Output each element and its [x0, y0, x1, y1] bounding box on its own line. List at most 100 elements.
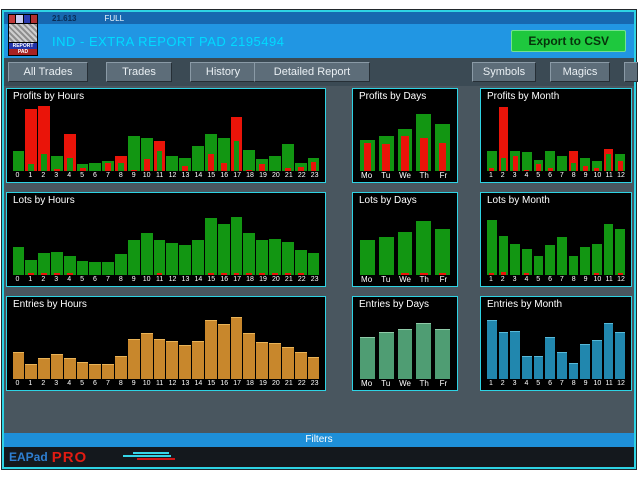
x-tick-label: 14 [194, 380, 203, 387]
bar-segment [294, 351, 307, 379]
x-tick-label: 19 [259, 172, 267, 179]
bar-entries-by-hours-14 [192, 312, 204, 379]
x-tick-label: 14 [194, 276, 203, 283]
bar-profits-by-hours-17 [230, 104, 243, 171]
bar-segment [545, 150, 556, 171]
bar-profits-by-month-12 [615, 104, 626, 171]
bar-profits-by-hours-20 [269, 104, 281, 171]
bar-segment [545, 337, 556, 379]
x-tick-label: 0 [15, 380, 20, 387]
tab-history[interactable]: History [190, 62, 256, 82]
bar-segment [192, 145, 204, 171]
bar-segment [617, 273, 623, 275]
bar-entries-by-month-10 [592, 312, 602, 379]
x-tick-label: We [399, 171, 411, 180]
x-tick-label: 11 [155, 380, 164, 387]
bar-segment [38, 357, 50, 379]
bar-lots-by-hours-5 [76, 208, 89, 275]
bar-profits-by-hours-10 [140, 104, 153, 171]
footer: EAPad PRO [4, 447, 634, 467]
bar-profits-by-month-6 [545, 104, 556, 171]
chart-x-axis: 1 2 3 4 5 6 7 8 9 10 11 12 [485, 379, 627, 389]
bar-lots-by-hours-1 [25, 208, 38, 275]
bar-segment [256, 342, 269, 379]
tab-partial[interactable] [624, 62, 638, 82]
x-tick-label: 7 [559, 276, 564, 283]
bar-segment [256, 240, 269, 275]
bar-segment [498, 236, 509, 275]
x-tick-label: 1 [488, 172, 493, 179]
chart-plot [357, 312, 453, 379]
export-csv-button[interactable]: Export to CSV [511, 30, 626, 52]
x-tick-label: 15 [207, 380, 216, 387]
x-tick-label: 19 [259, 380, 267, 387]
page-title: IND - EXTRA REPORT PAD 2195494 [52, 33, 285, 49]
tab-detailed-report[interactable]: Detailed Report [254, 62, 370, 82]
chart-title: Entries by Hours [13, 299, 87, 310]
x-tick-label: 22 [297, 380, 306, 387]
bar-lots-by-hours-2 [38, 208, 50, 275]
x-tick-label: 5 [536, 276, 541, 283]
x-tick-label: Th [419, 275, 429, 284]
filters-bar[interactable]: Filters [4, 433, 634, 447]
bar-segment [269, 156, 281, 171]
bar-entries-by-month-4 [522, 312, 532, 379]
tab-all-trades[interactable]: All Trades [8, 62, 88, 82]
x-tick-label: 13 [181, 172, 190, 179]
x-tick-label: 2 [500, 172, 505, 179]
bar-entries-by-days-Th [416, 312, 432, 379]
x-tick-label: 1 [28, 172, 33, 179]
bar-segment [127, 240, 140, 275]
x-tick-label: 17 [233, 172, 242, 179]
bar-segment [89, 162, 102, 171]
bar-segment [217, 137, 230, 171]
x-tick-label: 0 [15, 172, 20, 179]
bar-segment [510, 330, 521, 379]
bar-segment [592, 160, 602, 171]
bar-segment [166, 242, 179, 275]
bar-segment [307, 356, 320, 379]
bar-segment [592, 244, 602, 275]
x-tick-label: Th [419, 379, 429, 388]
bar-lots-by-hours-9 [127, 208, 140, 275]
bar-segment [438, 273, 447, 275]
chart-title: Profits by Hours [13, 91, 85, 102]
bar-segment [127, 338, 140, 379]
x-tick-label: 3 [54, 172, 59, 179]
x-tick-label: 8 [118, 172, 123, 179]
tab-symbols[interactable]: Symbols [472, 62, 536, 82]
logo-chip [16, 15, 23, 23]
bar-segment [63, 256, 76, 275]
chart-x-axis: 0 1 2 3 4 5 6 7 8 9 10 11 12 13 14 15 16 17 18 19 20 21 22 23 [11, 379, 321, 389]
chart-plot [485, 312, 627, 379]
charts-area: Profits by Hours 0 1 2 3 4 5 6 7 8 9 10 11 12 13 14 15 1… [4, 86, 634, 433]
bar-segment [220, 273, 227, 275]
bar-segment [617, 160, 623, 171]
x-tick-label: 18 [246, 276, 254, 283]
x-tick-label: 21 [284, 380, 293, 387]
bar-segment [545, 244, 556, 275]
x-tick-label: 17 [233, 276, 242, 283]
tab-trades[interactable]: Trades [106, 62, 172, 82]
tab-magics[interactable]: Magics [550, 62, 610, 82]
x-tick-label: 7 [559, 172, 564, 179]
bar-segment [76, 362, 89, 379]
bar-segment [63, 134, 76, 171]
chart-title: Entries by Days [359, 299, 430, 310]
bar-profits-by-hours-15 [204, 104, 217, 171]
bar-segment [557, 236, 567, 275]
x-tick-label: 2 [41, 276, 46, 283]
x-tick-label: 5 [80, 380, 85, 387]
x-tick-label: 6 [548, 172, 552, 179]
bar-profits-by-hours-4 [63, 104, 76, 171]
bar-segment [568, 362, 579, 379]
x-tick-label: 9 [131, 172, 136, 179]
bar-segment [582, 165, 588, 171]
x-tick-label: 23 [310, 380, 319, 387]
bar-segment [438, 142, 447, 171]
bar-lots-by-days-Fr [435, 208, 450, 275]
x-tick-label: 15 [207, 276, 216, 283]
chart-title: Lots by Hours [13, 195, 75, 206]
bar-profits-by-hours-11 [153, 104, 166, 171]
x-tick-label: 11 [155, 172, 164, 179]
